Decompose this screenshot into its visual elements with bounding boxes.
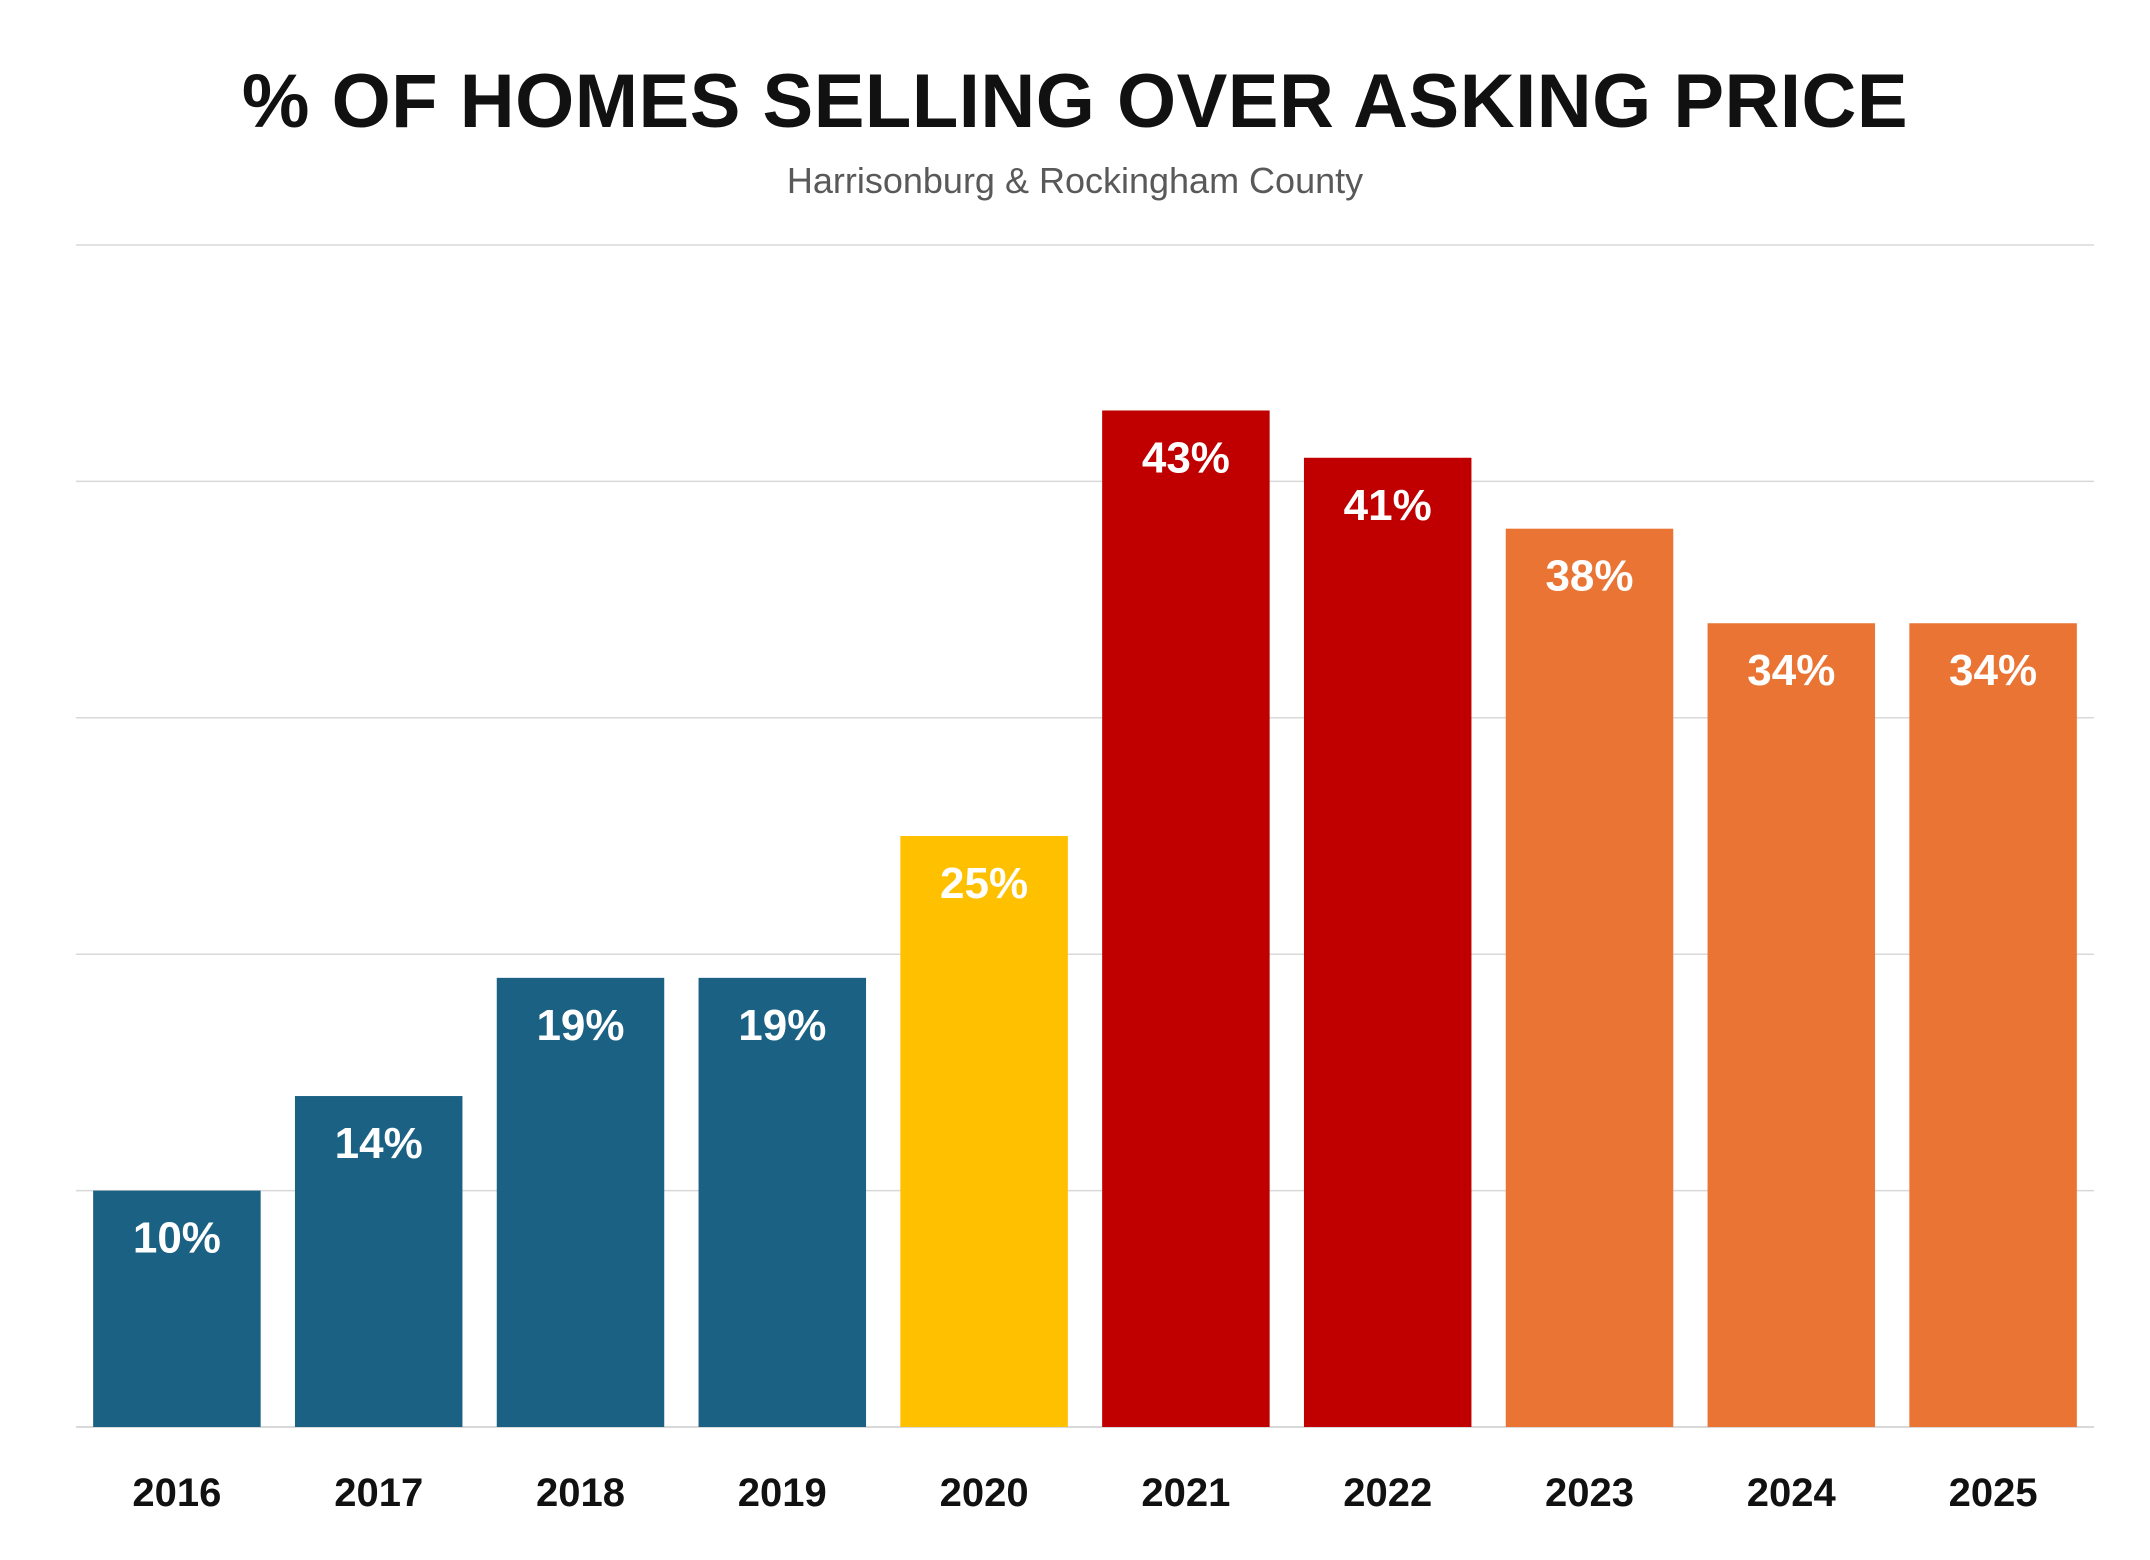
x-tick-label-2018: 2018 bbox=[536, 1471, 625, 1515]
bars bbox=[93, 410, 2077, 1428]
data-label-2019: 19% bbox=[738, 1001, 826, 1050]
x-tick-label-2017: 2017 bbox=[334, 1471, 423, 1515]
data-label-2020: 25% bbox=[940, 859, 1028, 908]
data-label-2016: 10% bbox=[133, 1214, 221, 1263]
data-label-2024: 34% bbox=[1747, 646, 1835, 695]
data-label-2021: 43% bbox=[1142, 433, 1230, 482]
x-tick-label-2019: 2019 bbox=[738, 1471, 827, 1515]
x-tick-label-2025: 2025 bbox=[1949, 1471, 2038, 1515]
x-tick-label-2023: 2023 bbox=[1545, 1471, 1634, 1515]
bar-2019 bbox=[698, 977, 867, 1427]
x-tick-label-2021: 2021 bbox=[1141, 1471, 1230, 1515]
bar-2020 bbox=[900, 836, 1068, 1427]
data-label-2025: 34% bbox=[1949, 646, 2037, 695]
data-label-2023: 38% bbox=[1545, 552, 1633, 601]
data-label-2018: 19% bbox=[536, 1001, 624, 1050]
x-tick-label-2016: 2016 bbox=[132, 1471, 221, 1515]
x-tick-label-2022: 2022 bbox=[1343, 1471, 1432, 1515]
bar-2016 bbox=[93, 1190, 261, 1427]
chart-title: % OF HOMES SELLING OVER ASKING PRICE bbox=[241, 59, 1909, 144]
bar-2022 bbox=[1303, 457, 1472, 1427]
bar-2017 bbox=[294, 1096, 463, 1427]
bar-2021 bbox=[1102, 410, 1270, 1428]
bar-2023 bbox=[1505, 528, 1674, 1427]
x-axis-tick-labels: 2016 2017 2018 2019 2020 2021 2022 2023 2024 2025 bbox=[132, 1471, 2037, 1515]
data-label-2017: 14% bbox=[335, 1119, 423, 1168]
x-tick-label-2020: 2020 bbox=[940, 1471, 1029, 1515]
x-tick-label-2024: 2024 bbox=[1747, 1471, 1837, 1515]
bar-2025 bbox=[1909, 623, 2077, 1427]
chart-subtitle: Harrisonburg & Rockingham County bbox=[786, 160, 1364, 201]
bar-2024 bbox=[1707, 623, 1876, 1427]
bar-2018 bbox=[496, 977, 665, 1427]
data-labels: 10% 14% 19% 19% 25% 43% 41% 38% 34% 34% bbox=[133, 433, 2037, 1262]
data-label-2022: 41% bbox=[1344, 481, 1432, 530]
